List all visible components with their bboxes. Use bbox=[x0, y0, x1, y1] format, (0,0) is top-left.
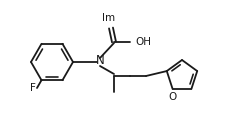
Text: OH: OH bbox=[135, 37, 151, 47]
Text: N: N bbox=[96, 55, 104, 67]
Text: F: F bbox=[30, 83, 36, 93]
Text: Im: Im bbox=[102, 13, 116, 23]
Text: O: O bbox=[169, 92, 177, 102]
